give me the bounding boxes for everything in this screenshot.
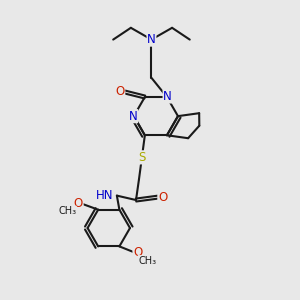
Text: N: N: [147, 33, 156, 46]
Text: CH₃: CH₃: [58, 206, 76, 216]
Text: S: S: [138, 151, 146, 164]
Text: O: O: [133, 246, 142, 260]
Text: N: N: [129, 110, 138, 123]
Text: O: O: [158, 190, 167, 204]
Text: N: N: [163, 90, 172, 103]
Text: CH₃: CH₃: [138, 256, 156, 266]
Text: O: O: [116, 85, 125, 98]
Text: HN: HN: [96, 188, 113, 202]
Text: O: O: [74, 197, 83, 210]
